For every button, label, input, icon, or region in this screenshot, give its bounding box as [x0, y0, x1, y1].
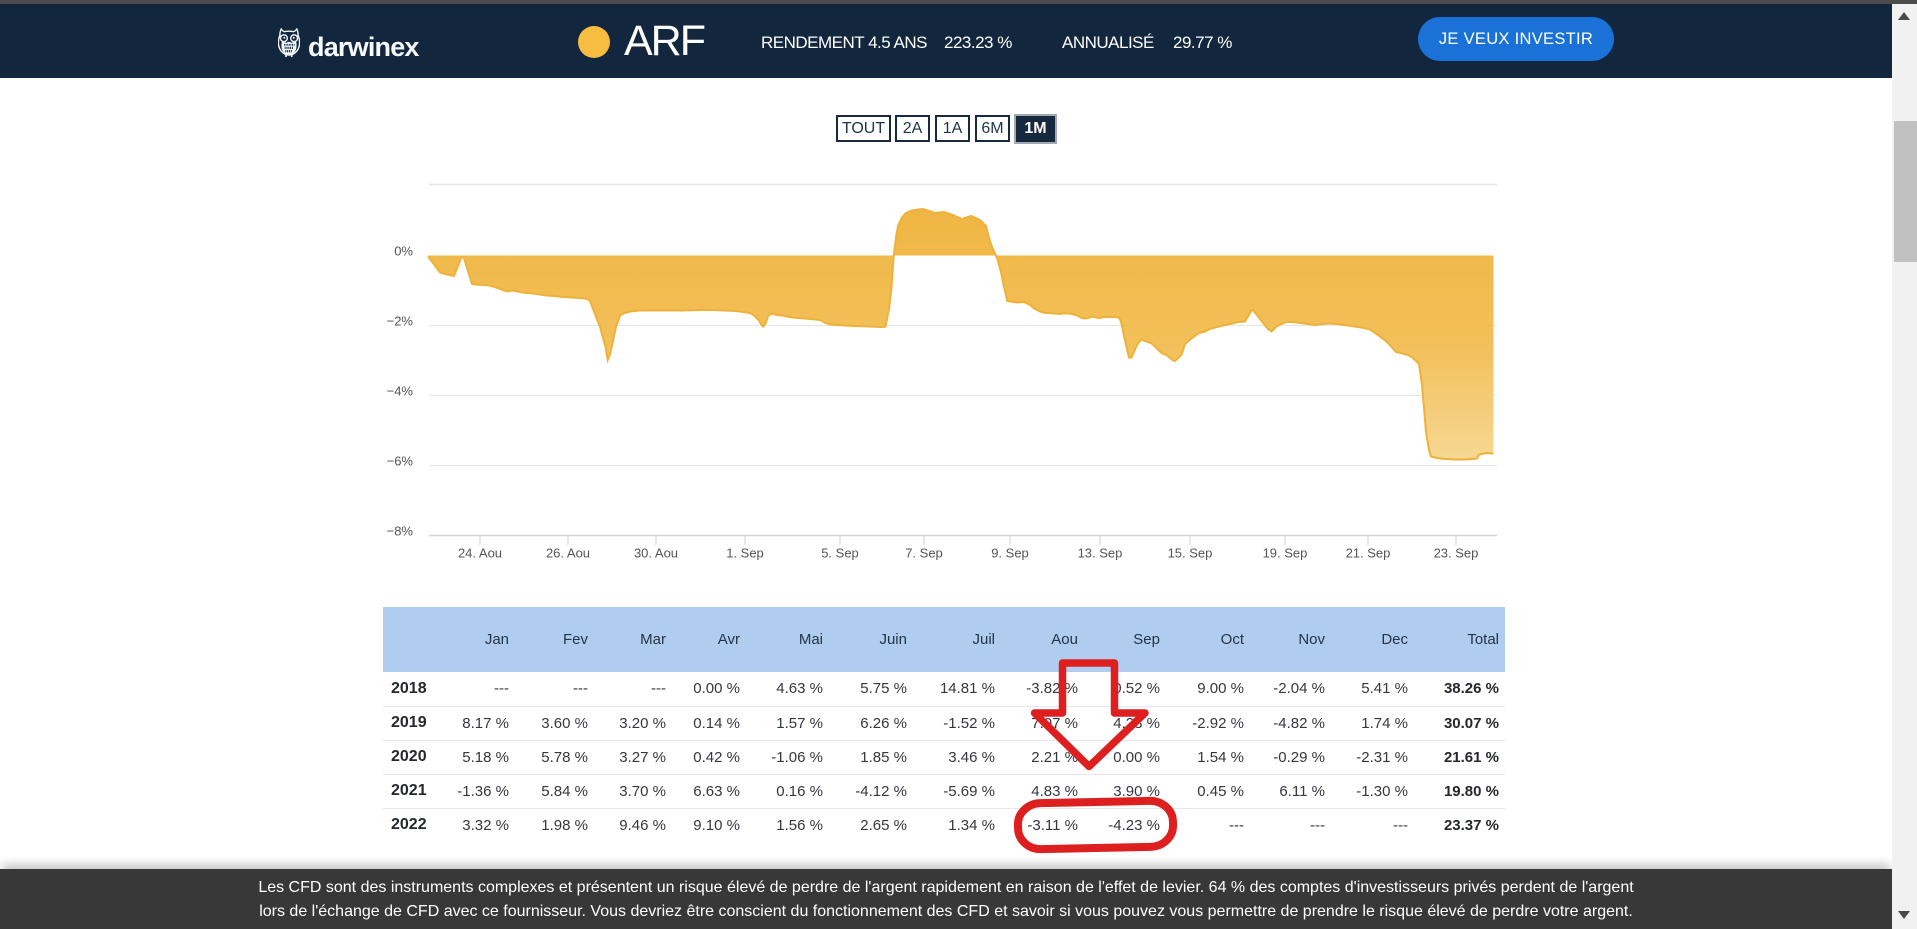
svg-text:24. Aou: 24. Aou — [458, 546, 502, 561]
svg-text:9. Sep: 9. Sep — [991, 546, 1029, 561]
svg-text:7. Sep: 7. Sep — [905, 546, 943, 561]
svg-text:−4%: −4% — [387, 384, 414, 399]
svg-text:5. Sep: 5. Sep — [821, 546, 859, 561]
svg-text:19. Sep: 19. Sep — [1263, 546, 1308, 561]
svg-text:30. Aou: 30. Aou — [634, 546, 678, 561]
svg-text:−2%: −2% — [387, 314, 414, 329]
svg-text:21. Sep: 21. Sep — [1346, 546, 1391, 561]
svg-text:23. Sep: 23. Sep — [1434, 546, 1479, 561]
svg-text:1. Sep: 1. Sep — [726, 546, 764, 561]
svg-text:−8%: −8% — [387, 524, 414, 539]
svg-text:−6%: −6% — [387, 454, 414, 469]
svg-text:0%: 0% — [394, 244, 413, 259]
svg-text:26. Aou: 26. Aou — [546, 546, 590, 561]
svg-text:13. Sep: 13. Sep — [1078, 546, 1123, 561]
svg-text:15. Sep: 15. Sep — [1168, 546, 1213, 561]
